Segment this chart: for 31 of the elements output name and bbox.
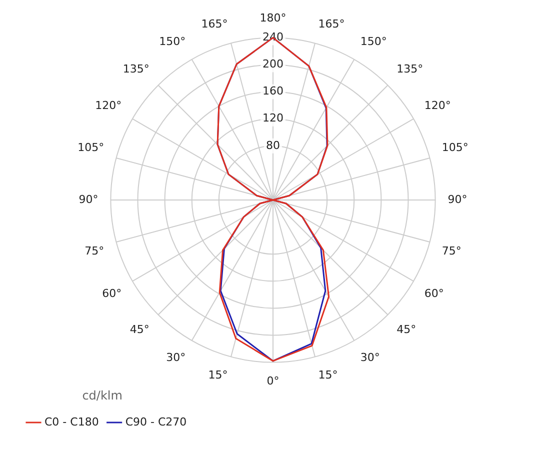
spoke-label: 30° (166, 350, 186, 364)
spoke-label: 120° (424, 98, 451, 112)
y-tick-label: 160 (262, 84, 284, 98)
y-tick-label: 80 (266, 138, 280, 152)
spoke-label: 15° (208, 368, 228, 382)
spoke-label: 135° (396, 62, 424, 76)
spoke-label: 165° (201, 17, 228, 30)
spoke-label: 120° (95, 98, 122, 112)
spoke-label: 45° (130, 323, 150, 336)
spoke-label: 0° (266, 374, 280, 388)
y-tick-label: 200 (262, 58, 284, 71)
spoke-label: 90° (78, 192, 98, 206)
spoke-label: 15° (318, 368, 338, 382)
y-tick-label: 120 (262, 112, 284, 125)
spoke-label: 105° (442, 141, 468, 154)
spoke-label: 180° (260, 11, 286, 24)
spoke-label: 75° (442, 244, 462, 258)
spoke-label: 90° (448, 192, 468, 206)
legend-label: C0 - C180 (44, 415, 99, 428)
spoke-label: 30° (360, 350, 380, 364)
spoke-label: 165° (318, 17, 345, 30)
spoke-label: 45° (396, 323, 416, 336)
spoke-label: 60° (424, 286, 444, 300)
legend-title: cd/klm (82, 388, 122, 403)
legend-label: C90 - C270 (125, 415, 187, 428)
spoke-label: 60° (102, 286, 122, 300)
spoke-label: 75° (84, 244, 104, 258)
spoke-label: 150° (360, 34, 387, 48)
spoke-label: 135° (122, 62, 150, 76)
spoke-label: 105° (78, 141, 104, 154)
spoke-label: 150° (159, 34, 186, 48)
